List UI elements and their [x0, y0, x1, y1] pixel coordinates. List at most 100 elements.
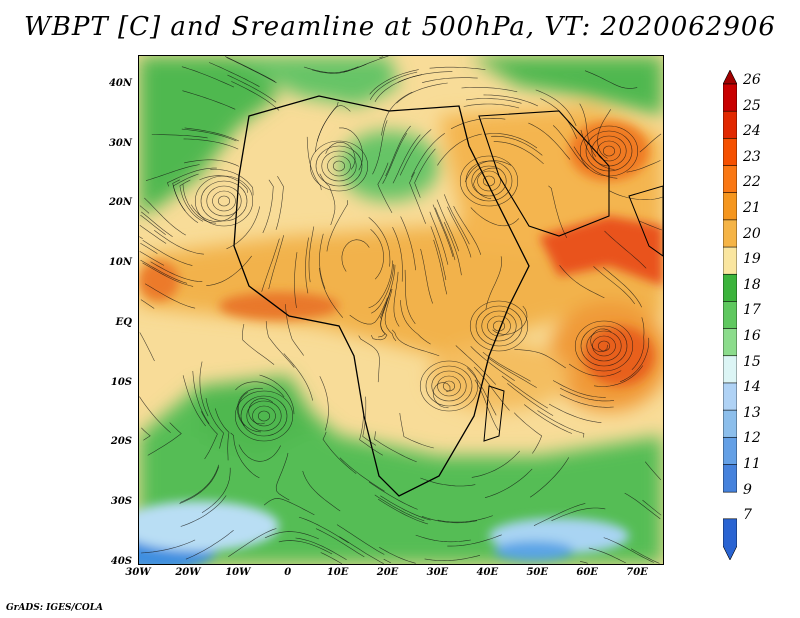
map-svg — [139, 56, 663, 564]
streamline — [205, 397, 224, 449]
streamline — [485, 256, 503, 310]
streamline — [179, 466, 220, 504]
colorbar-cell — [723, 192, 737, 221]
streamline — [368, 217, 391, 267]
streamline — [383, 558, 391, 564]
streamline — [455, 345, 497, 385]
streamline — [465, 98, 522, 104]
streamline — [420, 248, 433, 304]
streamline — [141, 427, 151, 441]
streamline — [429, 66, 486, 70]
streamline — [190, 204, 237, 222]
colorbar-label: 13 — [743, 404, 761, 421]
streamline — [298, 516, 349, 544]
streamline — [463, 103, 520, 109]
streamline — [548, 403, 602, 423]
streamlines — [139, 56, 663, 564]
streamline — [237, 391, 262, 433]
coastline-africa — [233, 95, 530, 497]
vortex-ring — [579, 125, 639, 177]
streamline — [278, 540, 333, 555]
colorbar-label: 20 — [743, 225, 761, 242]
lon-tick-label: 30W — [125, 567, 151, 578]
streamline — [372, 120, 388, 175]
streamline — [474, 379, 499, 431]
streamline — [379, 547, 416, 564]
streamline — [151, 134, 208, 139]
green-region-nw — [139, 56, 279, 216]
streamline — [142, 240, 193, 266]
streamline — [319, 233, 326, 289]
colorbar-label: 23 — [743, 148, 761, 165]
streamline — [341, 239, 370, 272]
streamline — [144, 197, 186, 236]
streamline — [377, 498, 429, 525]
coastline-india — [628, 185, 663, 257]
streamline — [238, 444, 281, 462]
vortex-ring — [257, 410, 271, 422]
streamline — [540, 98, 578, 139]
colorbar-label: 21 — [743, 200, 761, 216]
streamline — [275, 176, 284, 230]
colorbar-cell — [723, 246, 737, 276]
colorbar-cell — [723, 464, 737, 493]
streamline — [436, 199, 459, 252]
vortex-ring — [212, 190, 236, 212]
colorbar-cell — [723, 110, 737, 140]
streamline — [319, 267, 344, 318]
lat-tick-label: 40S — [110, 556, 132, 567]
streamline — [339, 536, 384, 564]
vortex-ring — [597, 340, 611, 352]
streamline — [343, 56, 389, 73]
lon-tick-label: 60E — [576, 567, 598, 578]
footer-credit: GrADS: IGES/COLA — [6, 603, 104, 613]
streamline — [336, 524, 385, 555]
vortex-ring — [442, 380, 456, 392]
red-region-indian-ocean — [584, 326, 654, 386]
vortex-ring — [471, 165, 507, 197]
streamline — [404, 269, 416, 324]
streamline — [199, 175, 248, 193]
streamline — [183, 138, 239, 150]
streamline — [639, 133, 662, 153]
streamline — [631, 317, 645, 371]
streamline — [184, 127, 239, 142]
streamline — [368, 481, 418, 510]
streamline — [379, 56, 384, 59]
streamline — [226, 206, 260, 250]
streamline — [181, 66, 235, 88]
streamline — [568, 363, 622, 377]
streamline — [362, 396, 377, 446]
colorbar-cell — [723, 138, 737, 167]
streamline — [227, 74, 277, 103]
map-panel — [138, 55, 664, 565]
streamline — [434, 207, 456, 261]
streamline — [235, 381, 285, 398]
vortex-ring — [475, 305, 523, 347]
streamline — [185, 530, 234, 560]
streamline — [524, 404, 573, 434]
streamline — [447, 206, 472, 258]
streamline — [303, 66, 359, 74]
streamline — [603, 266, 642, 308]
colorbar — [723, 70, 737, 560]
vortex-ring — [585, 130, 633, 172]
streamline — [437, 515, 493, 523]
green-region-sw-cyclone — [199, 376, 319, 456]
streamline — [626, 160, 661, 173]
vortex-ring — [487, 315, 511, 337]
streamline — [325, 141, 356, 170]
streamline — [208, 62, 260, 87]
streamline — [184, 159, 240, 167]
streamline — [483, 94, 539, 107]
streamline — [588, 547, 626, 564]
streamline — [261, 238, 280, 292]
streamline — [471, 450, 521, 478]
red-region-arabian-sea — [539, 216, 663, 286]
streamline — [461, 87, 518, 93]
streamline — [140, 242, 158, 254]
streamline — [593, 266, 636, 305]
streamline — [139, 236, 143, 240]
streamline — [139, 251, 165, 266]
streamline — [533, 503, 586, 526]
